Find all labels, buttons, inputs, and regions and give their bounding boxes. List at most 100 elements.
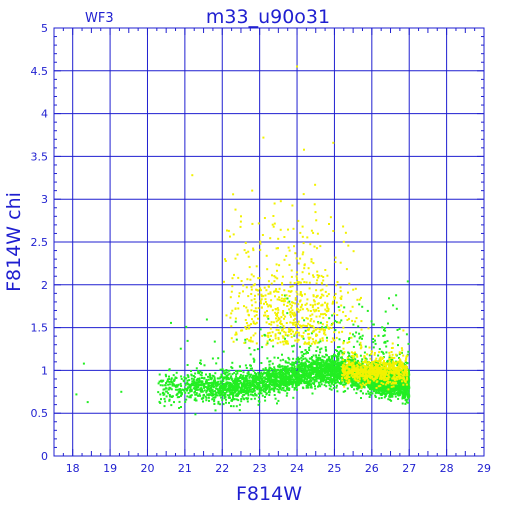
data-point [244, 385, 246, 388]
data-point [306, 236, 309, 239]
data-point [168, 394, 171, 396]
data-point [355, 384, 358, 387]
data-point [403, 391, 406, 393]
data-point [222, 382, 225, 385]
data-point [299, 366, 302, 369]
data-point [208, 390, 211, 393]
data-point [305, 302, 308, 305]
data-point [399, 385, 402, 388]
data-point [278, 264, 281, 267]
data-point [194, 381, 197, 384]
data-point [201, 390, 204, 393]
data-point [340, 319, 343, 322]
data-point [397, 397, 400, 400]
data-point [316, 334, 319, 337]
data-point [239, 373, 242, 376]
data-point [358, 337, 361, 340]
data-point [319, 340, 322, 343]
data-point [313, 383, 316, 385]
data-point [241, 382, 243, 385]
data-point [192, 384, 195, 387]
data-point [261, 394, 264, 397]
data-point [288, 379, 291, 382]
data-point [296, 379, 299, 382]
data-point [293, 365, 296, 368]
data-point [321, 369, 324, 372]
data-point [216, 382, 219, 385]
data-point [280, 370, 283, 373]
data-point [326, 376, 329, 379]
data-point [253, 397, 256, 400]
data-point [326, 339, 328, 342]
data-point [276, 315, 279, 317]
data-point [246, 400, 249, 403]
data-point [310, 367, 313, 370]
data-point [407, 386, 410, 389]
data-point [315, 315, 318, 318]
data-point [297, 381, 300, 383]
data-point [316, 279, 319, 282]
data-point [190, 370, 192, 372]
data-point [301, 253, 304, 256]
data-point [217, 357, 220, 360]
data-point [336, 381, 339, 384]
data-point [366, 383, 369, 386]
data-point [381, 391, 384, 394]
data-point [405, 399, 408, 402]
data-point [344, 231, 347, 234]
data-point [373, 382, 376, 385]
data-point [352, 323, 355, 326]
data-point [283, 379, 286, 382]
data-point [330, 365, 333, 368]
data-point [278, 376, 281, 379]
data-point [300, 362, 303, 365]
data-point [249, 353, 252, 356]
data-point [336, 350, 338, 352]
data-point [213, 340, 216, 343]
data-point [317, 307, 320, 309]
data-point [215, 384, 218, 387]
data-point [304, 341, 307, 344]
data-point [163, 393, 166, 396]
data-point [227, 396, 230, 399]
data-point [276, 402, 278, 405]
data-point [164, 400, 167, 403]
data-point [194, 387, 196, 390]
data-point [326, 336, 328, 339]
data-point [377, 392, 380, 395]
data-point [255, 385, 258, 388]
data-point [254, 294, 256, 297]
data-point [259, 389, 262, 392]
data-point [295, 325, 297, 328]
data-point [284, 377, 287, 380]
data-point [296, 338, 299, 341]
data-point [179, 382, 182, 385]
data-point [337, 358, 340, 361]
data-point [245, 380, 248, 383]
data-point [374, 391, 377, 394]
data-point [311, 392, 314, 395]
data-point [340, 295, 343, 298]
data-point [225, 398, 227, 401]
data-point [350, 359, 353, 362]
data-point [189, 389, 191, 392]
data-point [318, 376, 321, 379]
data-point [394, 384, 397, 387]
data-point [281, 383, 284, 386]
data-point [288, 295, 291, 297]
data-point [269, 383, 272, 386]
data-point [397, 391, 400, 394]
data-point [231, 367, 234, 370]
data-point [171, 384, 174, 387]
data-point [212, 375, 215, 377]
data-point [325, 362, 327, 365]
data-point [286, 305, 289, 307]
data-point [243, 390, 245, 393]
data-point [334, 373, 336, 376]
data-point [300, 380, 302, 383]
data-point [189, 396, 192, 399]
data-point [320, 362, 323, 365]
data-point [292, 357, 295, 360]
data-point [273, 378, 275, 381]
data-point [165, 390, 168, 393]
